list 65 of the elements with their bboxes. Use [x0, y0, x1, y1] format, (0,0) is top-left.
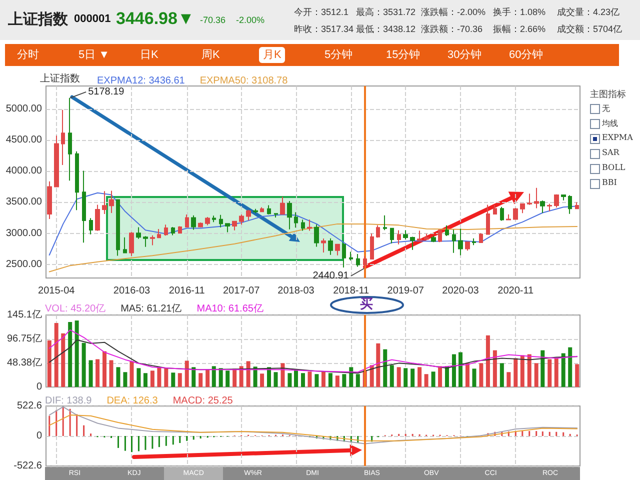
text: 月K — [259, 47, 286, 63]
y-tick-label: 0 — [36, 430, 42, 442]
y-tick-label: 4000.00 — [6, 166, 42, 177]
text: 000001 — [74, 13, 111, 25]
text: 5日 ▼ — [78, 48, 111, 63]
text: EXPMA — [602, 133, 633, 142]
text: 换手：1.08% — [493, 6, 546, 19]
y-tick-label: 48.38亿 — [6, 357, 42, 368]
text: -2.00% — [236, 15, 265, 25]
y-tick-label: 3000.00 — [6, 228, 42, 239]
y-tick-label: 0 — [36, 382, 42, 392]
y-tick-label: 5000.00 — [6, 103, 42, 114]
text: 均线 — [602, 118, 618, 129]
text: 买 — [360, 295, 373, 313]
text: 无 — [602, 103, 610, 114]
text: 涨跌额：-70.36 — [421, 23, 483, 36]
text: 分时 — [16, 48, 40, 63]
text: MA5: 61.21亿 — [120, 304, 182, 314]
chart-title: 上证指数 — [40, 72, 80, 84]
annotation: 2440.91 — [312, 270, 350, 282]
text: 成交量：4.23亿 — [557, 6, 620, 19]
series-label: DIF: 138.9 — [45, 396, 92, 406]
x-tick-label: 2016-03 — [113, 286, 151, 296]
text: SAR — [602, 148, 620, 157]
series-label: VOL: 45.20亿 — [45, 304, 106, 314]
y-tick-label: 2500.00 — [6, 258, 42, 270]
text: 30分钟 — [446, 48, 483, 63]
y-tick-label: 522.6 — [16, 400, 42, 412]
x-tick-label: 2018-03 — [278, 286, 315, 296]
text: 15分钟 — [385, 48, 422, 63]
x-tick-label: 2018-11 — [333, 286, 370, 296]
text: EXPMA12: 3436.61 — [97, 76, 186, 86]
text: 3446.98▼ — [116, 9, 194, 29]
x-tick-label: 2020-03 — [442, 286, 480, 296]
x-tick-label: 2017-07 — [222, 286, 260, 296]
text: -70.36 — [200, 15, 226, 25]
text: 上证指数 — [8, 10, 68, 29]
x-tick-label: 2015-04 — [38, 286, 76, 296]
text: 今开：3512.1 — [294, 6, 349, 19]
series-label: DEA: 126.3 — [106, 396, 158, 406]
text: 最低：3438.12 — [356, 23, 416, 36]
text: 日K — [139, 48, 160, 63]
text: 周K — [200, 48, 221, 63]
text: MA10: 61.65亿 — [196, 304, 264, 314]
text: 60分钟 — [508, 48, 544, 63]
annotation: 5178.19 — [88, 86, 125, 98]
text: 主图指标 — [590, 88, 626, 101]
text: 5分钟 — [324, 48, 354, 63]
y-tick-label: 4500.00 — [6, 134, 42, 146]
y-tick-label: 96.75亿 — [6, 333, 42, 344]
text: 振幅：2.66% — [493, 23, 546, 36]
text: BOLL — [602, 163, 626, 172]
text: 最高：3531.72 — [356, 6, 416, 19]
x-tick-label: 2019-07 — [387, 286, 424, 296]
text: BBI — [602, 178, 617, 187]
y-tick-label: -522.6 — [14, 460, 42, 472]
y-tick-label: 3500.00 — [6, 196, 42, 208]
x-tick-label: 2016-11 — [168, 286, 206, 296]
text: 成交额：5704亿 — [557, 23, 622, 36]
text: EXPMA50: 3108.78 — [200, 76, 288, 86]
text: 昨收：3517.34 — [294, 23, 354, 36]
text: MACD: 25.25 — [172, 396, 234, 406]
text: 涨跌幅：-2.00% — [421, 6, 486, 19]
y-tick-label: 145.1亿 — [6, 310, 42, 320]
x-tick-label: 2020-11 — [498, 286, 534, 296]
